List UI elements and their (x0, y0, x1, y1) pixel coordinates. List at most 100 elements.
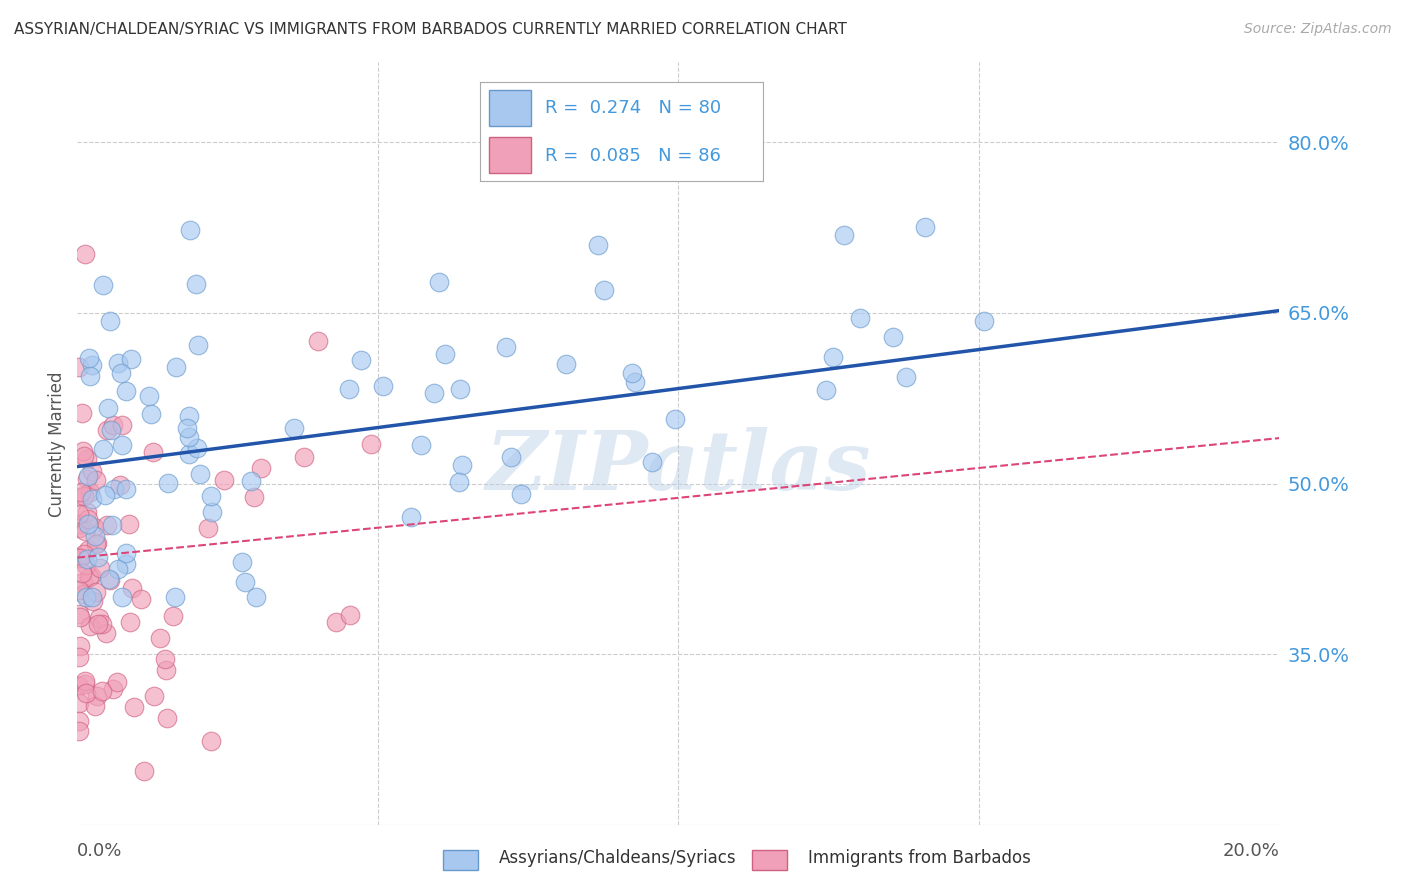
Point (101, 417, 124, 432)
Point (111, 417, 134, 432)
Text: 0.0%: 0.0% (77, 842, 122, 860)
Point (67, 583, 90, 598)
Point (449, 382, 471, 396)
Point (231, 555, 253, 569)
Point (149, 631, 172, 645)
Point (129, 591, 152, 606)
Text: Source: ZipAtlas.com: Source: ZipAtlas.com (1244, 22, 1392, 37)
Point (177, 409, 200, 423)
Point (67, 490, 90, 504)
Point (882, 329, 904, 343)
Point (555, 357, 578, 371)
Point (111, 591, 134, 605)
Point (121, 582, 143, 596)
Point (200, 734, 222, 748)
Point (849, 310, 872, 325)
Point (411, 438, 433, 452)
Point (73, 524, 96, 539)
Point (179, 223, 201, 237)
Point (67, 607, 90, 621)
Point (292, 450, 315, 464)
Point (233, 574, 256, 589)
Text: ASSYRIAN/CHALDEAN/SYRIAC VS IMMIGRANTS FROM BARBADOS CURRENTLY MARRIED CORRELATI: ASSYRIAN/CHALDEAN/SYRIAC VS IMMIGRANTS F… (14, 22, 846, 37)
Point (623, 375, 645, 389)
Point (80, 359, 103, 373)
Point (245, 591, 267, 605)
Point (197, 521, 219, 535)
Point (100, 423, 122, 437)
Point (156, 711, 179, 725)
Point (141, 407, 163, 421)
Point (67, 679, 90, 693)
Point (283, 421, 305, 435)
Point (894, 370, 917, 384)
Point (75, 686, 97, 700)
Point (80, 464, 103, 478)
Point (165, 360, 187, 375)
Point (107, 356, 129, 370)
Point (80, 591, 103, 605)
Point (823, 351, 845, 365)
Point (179, 447, 201, 461)
Point (98, 313, 121, 327)
Point (107, 562, 129, 576)
Point (98, 573, 121, 587)
Point (162, 608, 184, 623)
Point (72, 575, 94, 590)
Point (153, 652, 176, 666)
Point (155, 663, 177, 677)
Point (96, 423, 118, 437)
Point (84, 698, 107, 713)
Point (138, 390, 160, 404)
Point (118, 516, 141, 531)
Y-axis label: Currently Married: Currently Married (48, 371, 66, 516)
Point (115, 384, 138, 399)
Point (115, 557, 138, 571)
Point (132, 764, 155, 779)
Point (110, 366, 132, 380)
Point (97, 572, 120, 586)
Point (73, 449, 96, 463)
Point (120, 615, 142, 630)
Point (87, 549, 110, 564)
Text: Immigrants from Barbados: Immigrants from Barbados (808, 849, 1032, 867)
Point (73, 674, 96, 689)
Point (75, 591, 97, 605)
Point (86, 536, 108, 550)
Point (80, 491, 103, 506)
Point (212, 474, 235, 488)
Point (79, 619, 101, 633)
Point (76, 552, 98, 566)
Point (120, 351, 142, 366)
Point (70, 406, 93, 420)
Point (84, 585, 107, 599)
Point (69, 485, 91, 500)
Point (249, 461, 271, 475)
Point (67, 723, 90, 738)
Point (447, 475, 470, 489)
Point (69, 610, 91, 624)
Point (176, 421, 198, 435)
Point (79, 569, 101, 583)
Point (79, 570, 101, 584)
Point (422, 385, 444, 400)
Point (593, 283, 616, 297)
Point (115, 482, 138, 496)
Point (73, 547, 96, 561)
Point (337, 382, 360, 396)
Point (156, 476, 179, 491)
Point (142, 445, 165, 459)
Point (97, 401, 120, 415)
Point (427, 275, 450, 289)
Point (124, 700, 146, 714)
Point (360, 437, 382, 451)
Point (67, 714, 90, 729)
Point (188, 467, 211, 482)
Point (111, 438, 134, 452)
Point (640, 455, 662, 469)
Point (177, 430, 200, 444)
Point (339, 608, 361, 623)
Point (91, 442, 114, 457)
Point (84, 529, 107, 543)
Point (620, 366, 643, 380)
